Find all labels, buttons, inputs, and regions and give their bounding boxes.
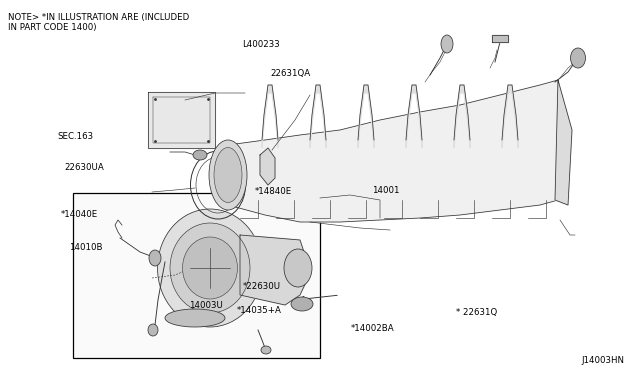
- Polygon shape: [148, 92, 215, 148]
- Text: 22631QA: 22631QA: [270, 69, 310, 78]
- Text: * 22631Q: * 22631Q: [456, 308, 497, 317]
- Text: *14040E: *14040E: [61, 210, 98, 219]
- Ellipse shape: [182, 237, 237, 299]
- Text: 14001: 14001: [372, 186, 400, 195]
- Polygon shape: [262, 85, 278, 148]
- Polygon shape: [492, 35, 508, 42]
- Ellipse shape: [261, 346, 271, 354]
- Text: NOTE> *IN ILLUSTRATION ARE (INCLUDED
IN PART CODE 1400): NOTE> *IN ILLUSTRATION ARE (INCLUDED IN …: [8, 13, 189, 32]
- Ellipse shape: [209, 140, 247, 210]
- Polygon shape: [502, 85, 518, 148]
- Ellipse shape: [157, 209, 262, 327]
- Ellipse shape: [149, 250, 161, 266]
- Polygon shape: [555, 80, 572, 205]
- Text: J14003HN: J14003HN: [581, 356, 624, 365]
- Text: *14840E: *14840E: [255, 187, 292, 196]
- Ellipse shape: [570, 48, 586, 68]
- Polygon shape: [358, 85, 374, 148]
- Polygon shape: [406, 85, 422, 148]
- Polygon shape: [240, 235, 308, 305]
- Text: L400233: L400233: [242, 40, 280, 49]
- Text: SEC.163: SEC.163: [58, 132, 93, 141]
- Ellipse shape: [441, 35, 453, 53]
- Polygon shape: [228, 80, 558, 222]
- Polygon shape: [454, 85, 470, 148]
- Ellipse shape: [165, 309, 225, 327]
- Polygon shape: [260, 148, 275, 185]
- Text: 14003U: 14003U: [189, 301, 223, 310]
- Bar: [73, 193, 320, 358]
- Ellipse shape: [291, 297, 313, 311]
- Ellipse shape: [214, 148, 242, 202]
- Ellipse shape: [284, 249, 312, 287]
- Text: 22630UA: 22630UA: [64, 163, 104, 172]
- Ellipse shape: [193, 150, 207, 160]
- Text: *14002BA: *14002BA: [351, 324, 394, 333]
- Polygon shape: [310, 85, 326, 148]
- Text: 14010B: 14010B: [69, 243, 102, 252]
- Text: *14035+A: *14035+A: [237, 306, 282, 315]
- Ellipse shape: [170, 223, 250, 313]
- Ellipse shape: [148, 324, 158, 336]
- Text: *22630U: *22630U: [243, 282, 282, 291]
